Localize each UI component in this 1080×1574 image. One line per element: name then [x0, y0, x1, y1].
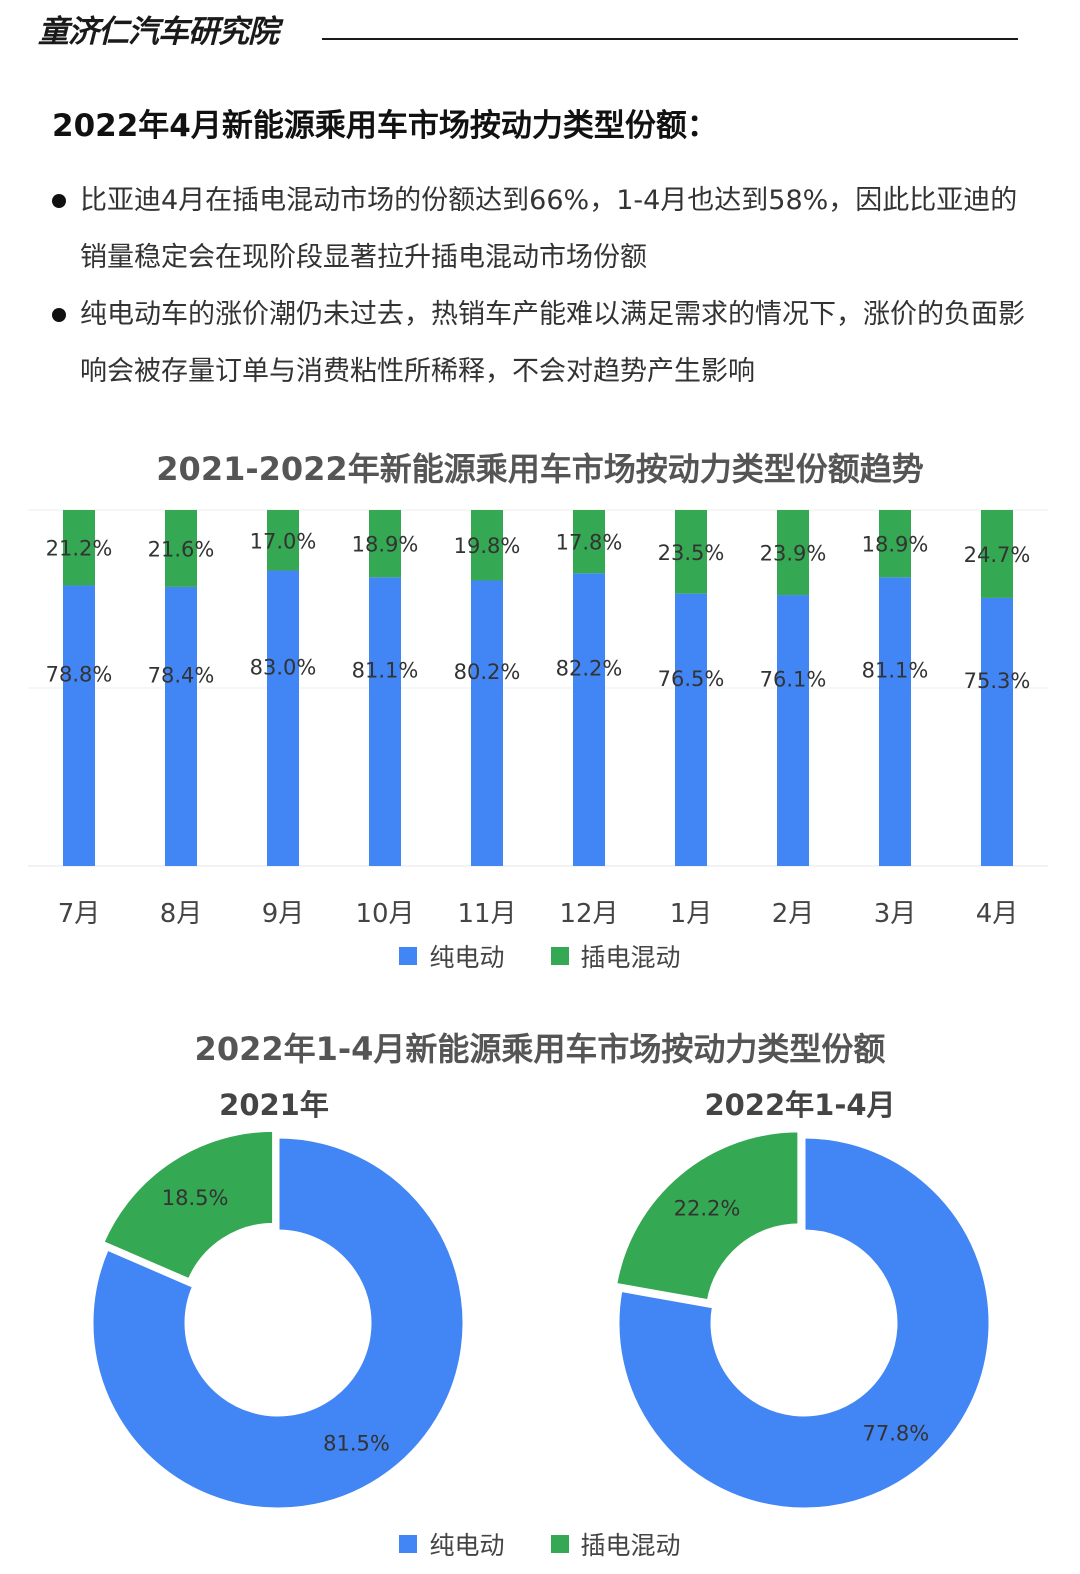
bullet-text: 比亚迪4月在插电混动市场的份额达到66%，1-4月也达到58%，因此比亚迪的销量…: [80, 185, 1018, 273]
bar-phev: [879, 510, 911, 578]
x-tick-label: 3月: [874, 899, 917, 929]
donut-slice-group: [100, 1128, 276, 1282]
bar-phev: [369, 510, 401, 578]
legend-label: 插电混动: [580, 1531, 681, 1560]
x-tick-label: 1月: [670, 899, 713, 929]
donut-chart-legend: 纯电动 插电混动: [0, 1526, 1080, 1562]
legend-item-phev: 插电混动: [550, 1526, 681, 1562]
donut-slice-phev: [100, 1128, 276, 1282]
legend-item-bev: 纯电动: [399, 1526, 505, 1562]
data-label-phev: 18.9%: [352, 533, 419, 557]
x-tick-label: 2月: [772, 899, 815, 929]
x-tick-label: 11月: [457, 899, 516, 929]
bullet-list: 比亚迪4月在插电混动市场的份额达到66%，1-4月也达到58%，因此比亚迪的销量…: [46, 172, 1036, 400]
bar-bev: [63, 585, 95, 866]
legend-swatch-bev: [399, 1535, 418, 1553]
legend-item-phev: 插电混动: [550, 938, 681, 974]
legend-label: 纯电动: [429, 943, 505, 972]
donut-section-title: 2022年1-4月新能源乘用车市场按动力类型份额: [194, 1030, 886, 1068]
header-divider: [322, 38, 1018, 40]
donut-data-label: 77.8%: [862, 1422, 929, 1446]
legend-swatch-phev: [550, 947, 569, 965]
section-heading: 2022年4月新能源乘用车市场按动力类型份额：: [52, 108, 718, 144]
data-label-phev: 24.7%: [964, 543, 1031, 567]
data-label-bev: 75.3%: [964, 669, 1031, 693]
data-label-phev: 21.2%: [46, 537, 113, 561]
legend-swatch-phev: [550, 1535, 569, 1553]
bar-phev: [267, 510, 299, 571]
data-label-phev: 23.5%: [658, 541, 725, 565]
bar-bev: [471, 580, 503, 866]
donut-slice-group: [616, 1135, 992, 1511]
donut-data-label: 18.5%: [162, 1186, 229, 1210]
data-label-bev: 76.1%: [760, 668, 827, 692]
donut-title-2021: 2021年: [219, 1088, 329, 1122]
bar-bev: [777, 595, 809, 866]
donut-data-label: 81.5%: [323, 1432, 390, 1456]
bar-phev: [471, 510, 503, 581]
donut-slice-bev: [616, 1135, 992, 1511]
bar-bev: [369, 577, 401, 866]
data-label-phev: 17.8%: [556, 531, 623, 555]
bar-phev: [63, 510, 95, 586]
bar-bev: [165, 586, 197, 866]
bullet-item: 比亚迪4月在插电混动市场的份额达到66%，1-4月也达到58%，因此比亚迪的销量…: [46, 172, 1036, 286]
bar-bev: [267, 570, 299, 866]
data-label-phev: 17.0%: [250, 529, 317, 553]
donut-slice-phev: [613, 1129, 801, 1303]
bar-bev: [573, 573, 605, 866]
donut-slice-bev: [90, 1135, 466, 1511]
bar-phev: [981, 510, 1013, 598]
bar-phev: [675, 510, 707, 594]
data-label-phev: 19.8%: [454, 534, 521, 558]
bullet-text: 纯电动车的涨价潮仍未过去，热销车产能难以满足需求的情况下，涨价的负面影响会被存量…: [80, 299, 1025, 387]
bar-bev: [981, 597, 1013, 866]
data-label-bev: 83.0%: [250, 655, 317, 679]
data-label-phev: 18.9%: [862, 533, 929, 557]
x-tick-label: 7月: [58, 899, 101, 929]
legend-label: 插电混动: [580, 943, 681, 972]
data-label-phev: 23.9%: [760, 542, 827, 566]
data-label-bev: 81.1%: [862, 659, 929, 683]
bar-phev: [573, 510, 605, 574]
data-label-bev: 78.4%: [148, 663, 215, 687]
donut-charts: 81.5% 18.5% 77.8% 22.2%: [90, 1128, 992, 1511]
bullet-dot-icon: [52, 194, 66, 208]
legend-item-bev: 纯电动: [399, 938, 505, 974]
data-label-bev: 82.2%: [556, 657, 623, 681]
donut-title-2022: 2022年1-4月: [704, 1088, 896, 1122]
bar-bev: [675, 593, 707, 866]
legend-label: 纯电动: [429, 1531, 505, 1560]
data-label-phev: 21.6%: [148, 537, 215, 561]
data-label-bev: 81.1%: [352, 659, 419, 683]
bar-phev: [777, 510, 809, 596]
bar-chart-title: 2021-2022年新能源乘用车市场按动力类型份额趋势: [156, 450, 924, 488]
legend-swatch-bev: [399, 947, 418, 965]
bar-bev: [879, 577, 911, 866]
donut-slice-group: [613, 1129, 801, 1303]
x-tick-label: 12月: [559, 899, 618, 929]
x-tick-label: 9月: [262, 899, 305, 929]
data-label-bev: 76.5%: [658, 667, 725, 691]
bar-phev: [165, 510, 197, 587]
x-tick-label: 8月: [160, 899, 203, 929]
data-label-bev: 80.2%: [454, 660, 521, 684]
donut-slice-group: [90, 1135, 466, 1511]
x-tick-label: 4月: [976, 899, 1019, 929]
stacked-bar-chart: 78.8% 21.2% 7月 78.4% 21.6% 8月 83.0% 17.0% 9月 81.1…: [28, 509, 1048, 929]
bullet-item: 纯电动车的涨价潮仍未过去，热销车产能难以满足需求的情况下，涨价的负面影响会被存量…: [46, 286, 1036, 400]
bar-chart-legend: 纯电动 插电混动: [0, 938, 1080, 974]
brand-logo-text: 童济仁汽车研究院: [38, 14, 279, 50]
bullet-dot-icon: [52, 308, 66, 322]
data-label-bev: 78.8%: [46, 663, 113, 687]
x-tick-label: 10月: [355, 899, 414, 929]
donut-data-label: 22.2%: [674, 1196, 741, 1220]
